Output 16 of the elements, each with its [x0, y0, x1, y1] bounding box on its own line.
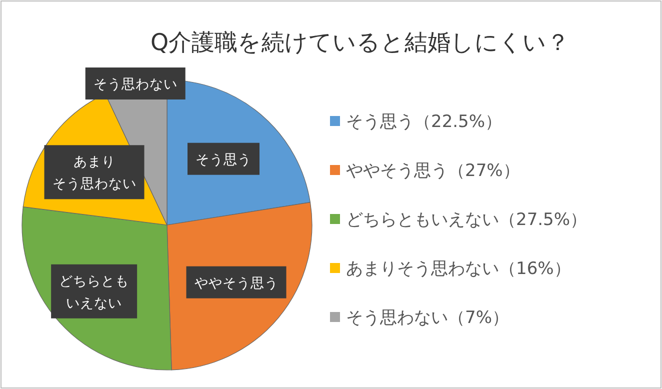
- slice-label: あまりそう思わない: [52, 154, 136, 192]
- data-label: （27%）: [448, 161, 520, 181]
- data-label: （22.5%）: [414, 112, 502, 132]
- slice-label: ややそう思う: [194, 275, 278, 292]
- slice-label: どちらともいえない: [59, 273, 130, 312]
- data-label: （7%）: [448, 308, 509, 328]
- data-label: （27.5%）: [499, 210, 588, 230]
- chart-title: Q介護職を続けていると結婚しにくい？: [150, 30, 570, 56]
- data-label: （16%）: [499, 259, 571, 279]
- legend-label: ややそう思う: [346, 161, 448, 181]
- slice-label: そう思わない: [93, 76, 178, 92]
- legend-label: そう思わない: [346, 308, 448, 328]
- legend-label: あまりそう思わない: [346, 259, 499, 279]
- legend-label: そう思う: [346, 112, 414, 132]
- slice-label: そう思う: [196, 152, 252, 168]
- legend-label: どちらともいえない: [346, 210, 499, 230]
